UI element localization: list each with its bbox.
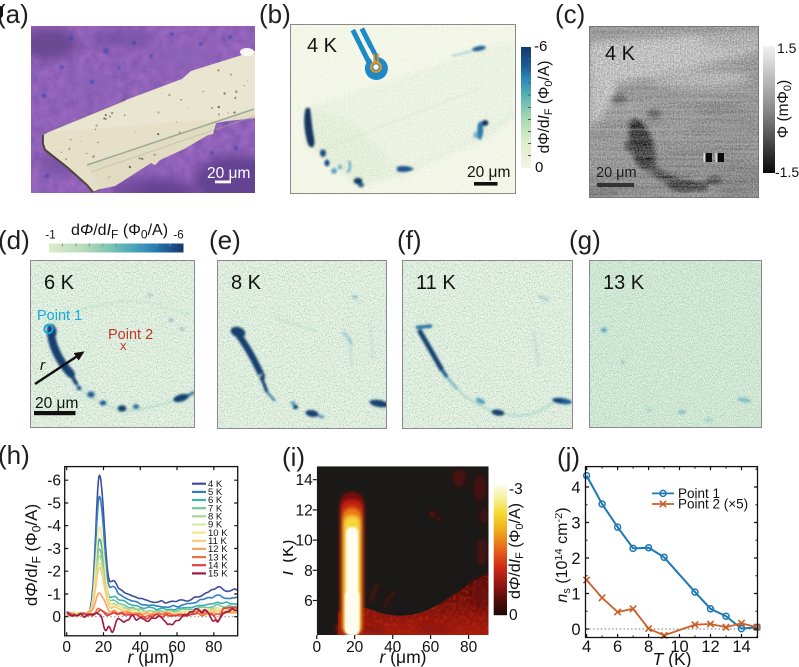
svg-text:-1.5: -1.5: [775, 164, 799, 180]
svg-text:12: 12: [701, 638, 719, 656]
svg-text:Point 2 (×5): Point 2 (×5): [678, 497, 748, 512]
svg-text:80: 80: [205, 639, 223, 656]
svg-text:4: 4: [582, 638, 591, 656]
svg-text:7 K: 7 K: [208, 503, 223, 514]
svg-text:5 K: 5 K: [208, 487, 223, 498]
svg-text:9 K: 9 K: [208, 520, 223, 531]
svg-text:20: 20: [346, 639, 364, 656]
svg-text:x: x: [120, 338, 127, 353]
svg-text:dΦ/dIF (Φ0/A): dΦ/dIF (Φ0/A): [71, 222, 168, 242]
svg-text:6 K: 6 K: [208, 495, 223, 506]
svg-text:6 K: 6 K: [44, 272, 75, 294]
svg-text:3: 3: [571, 515, 580, 533]
svg-text:T (K): T (K): [653, 649, 692, 667]
svg-text:-4: -4: [47, 518, 61, 535]
svg-text:20 μm: 20 μm: [596, 165, 637, 181]
svg-text:14: 14: [732, 638, 750, 656]
svg-text:4 K: 4 K: [605, 43, 636, 65]
svg-text:-1: -1: [47, 587, 61, 604]
svg-text:12: 12: [296, 502, 313, 519]
svg-text:11 K: 11 K: [208, 536, 228, 547]
svg-text:-6: -6: [173, 230, 183, 242]
svg-text:14: 14: [296, 472, 314, 489]
svg-text:-1: -1: [45, 230, 55, 242]
svg-text:0: 0: [535, 159, 543, 176]
svg-text:Point 2: Point 2: [108, 327, 153, 343]
svg-text:Point 1: Point 1: [37, 308, 82, 324]
svg-text:8: 8: [304, 563, 313, 580]
svg-text:11 K: 11 K: [416, 272, 456, 294]
svg-text:20: 20: [95, 639, 113, 656]
svg-text:10 K: 10 K: [208, 528, 228, 539]
svg-text:r (μm): r (μm): [127, 647, 174, 667]
svg-text:0: 0: [62, 639, 71, 656]
svg-text:12 K: 12 K: [208, 544, 228, 555]
svg-text:r (μm): r (μm): [379, 647, 426, 667]
svg-text:13 K: 13 K: [603, 272, 645, 294]
svg-text:Φ (mΦ0): Φ (mΦ0): [777, 80, 794, 138]
svg-text:40: 40: [132, 639, 150, 656]
svg-text:20 μm: 20 μm: [207, 165, 250, 182]
svg-text:14 K: 14 K: [208, 560, 228, 571]
svg-text:Point 1: Point 1: [678, 486, 720, 501]
svg-text:-3: -3: [47, 541, 61, 558]
svg-text:r: r: [40, 357, 46, 374]
svg-text:dΦ/dIF (Φ0/A): dΦ/dIF (Φ0/A): [22, 504, 44, 606]
svg-text:0: 0: [571, 621, 580, 639]
svg-text:0: 0: [312, 639, 321, 656]
svg-text:dΦ/dIF (Φ0/A): dΦ/dIF (Φ0/A): [536, 61, 555, 154]
svg-text:15 K: 15 K: [208, 569, 228, 580]
svg-text:8 K: 8 K: [208, 512, 223, 523]
svg-text:10: 10: [670, 638, 688, 656]
svg-text:20 μm: 20 μm: [35, 395, 78, 412]
svg-text:2: 2: [571, 550, 580, 568]
svg-text:-3: -3: [509, 481, 523, 498]
svg-text:6: 6: [613, 638, 622, 656]
svg-text:4: 4: [571, 479, 580, 497]
svg-text:8: 8: [644, 638, 653, 656]
svg-text:13 K: 13 K: [208, 552, 228, 563]
svg-text:1.5: 1.5: [777, 40, 797, 56]
svg-text:40: 40: [384, 639, 402, 656]
svg-text:6: 6: [304, 593, 313, 610]
svg-text:20 μm: 20 μm: [467, 164, 510, 181]
svg-text:ns (1014 cm-2): ns (1014 cm-2): [555, 507, 573, 602]
svg-text:-6: -6: [534, 38, 547, 55]
svg-text:60: 60: [422, 639, 440, 656]
svg-text:4 K: 4 K: [307, 35, 338, 57]
svg-text:-2: -2: [47, 564, 61, 581]
svg-text:10: 10: [296, 533, 314, 550]
svg-text:80: 80: [460, 639, 478, 656]
svg-text:dΦ/dIF (Φ0/A): dΦ/dIF (Φ0/A): [507, 503, 526, 599]
svg-text:-5: -5: [47, 496, 61, 513]
svg-text:0: 0: [52, 609, 61, 626]
svg-text:4 K: 4 K: [208, 479, 223, 490]
svg-text:0: 0: [509, 607, 518, 624]
svg-text:60: 60: [168, 639, 186, 656]
svg-text:1: 1: [571, 586, 580, 604]
svg-text:T (K): T (K): [283, 540, 297, 579]
svg-text:8 K: 8 K: [231, 272, 262, 294]
svg-text:-6: -6: [47, 473, 61, 490]
